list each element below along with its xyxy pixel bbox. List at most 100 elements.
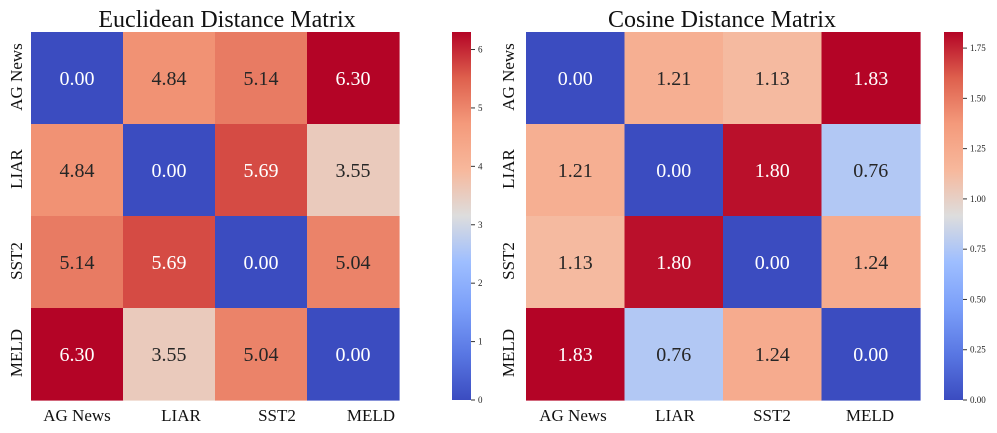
euclidean-heatmap-cell — [307, 124, 400, 217]
euclidean-heatmap-cell — [123, 124, 216, 217]
cosine-heatmap-cell — [723, 216, 823, 309]
euclidean-y-tick-label: SST2 — [7, 242, 26, 280]
euclidean-x-tick-labels: AG News LIAR SST2 MELD — [43, 406, 395, 425]
cosine-y-tick-label: SST2 — [499, 242, 518, 280]
euclidean-colorbar-tick-label: 2 — [478, 278, 483, 288]
cosine-cell-value-label: 0.00 — [853, 344, 888, 366]
euclidean-x-tick-label: SST2 — [258, 406, 296, 425]
cosine-cell-value-label: 1.24 — [755, 344, 790, 366]
cosine-colorbar-tick-label: 1.25 — [970, 144, 986, 154]
euclidean-cell-value-label: 3.55 — [152, 344, 187, 366]
euclidean-cell-value-label: 3.55 — [336, 160, 371, 182]
euclidean-heatmap-cell — [123, 308, 216, 401]
euclidean-heatmap-cell — [215, 124, 308, 217]
cosine-colorbar: 0.00 0.25 0.50 0.75 1.00 1.25 1.50 1.75 — [944, 32, 986, 405]
cosine-cell-value-label: 1.80 — [755, 160, 790, 182]
cosine-colorbar-tick-label: 1.00 — [970, 194, 986, 204]
cosine-heatmap-cells — [526, 32, 921, 401]
euclidean-cell-value-label: 0.00 — [336, 344, 371, 366]
cosine-heatmap-cell — [723, 308, 823, 401]
cosine-colorbar-tick-label: 0.25 — [970, 345, 986, 355]
cosine-heatmap-cell — [624, 308, 724, 401]
euclidean-colorbar-tick-label: 3 — [478, 220, 483, 230]
cosine-colorbar-tick-label: 0.50 — [970, 294, 986, 304]
euclidean-colorbar-ticks: 0 1 2 3 4 5 6 — [471, 45, 483, 405]
cosine-colorbar-ticks: 0.00 0.25 0.50 0.75 1.00 1.25 1.50 1.75 — [963, 43, 986, 405]
cosine-x-tick-label: AG News — [539, 406, 607, 425]
cosine-x-tick-label: SST2 — [753, 406, 791, 425]
cosine-x-tick-label: LIAR — [655, 406, 695, 425]
euclidean-cell-value-label: 5.69 — [152, 252, 187, 274]
cosine-colorbar-tick-label: 0.75 — [970, 244, 986, 254]
cosine-y-tick-label: LIAR — [499, 149, 518, 189]
cosine-x-tick-label: MELD — [846, 406, 894, 425]
euclidean-heatmap-cell — [31, 216, 124, 309]
cosine-cell-value-label: 1.13 — [558, 252, 593, 274]
euclidean-heatmap-cells — [31, 32, 400, 401]
euclidean-cell-value-label: 6.30 — [336, 68, 371, 90]
euclidean-cell-value-label: 0.00 — [152, 160, 187, 182]
cosine-cell-labels: 0.00 1.21 1.13 1.83 1.21 0.00 1.80 0.76 1.13 1.80… — [558, 68, 889, 366]
cosine-cell-value-label: 0.00 — [656, 160, 691, 182]
euclidean-cell-value-label: 5.14 — [244, 68, 279, 90]
euclidean-cell-value-label: 4.84 — [152, 68, 187, 90]
euclidean-heatmap-cell — [215, 216, 308, 309]
euclidean-colorbar-tick-label: 4 — [478, 161, 483, 171]
euclidean-colorbar-tick-label: 0 — [478, 395, 483, 405]
cosine-heatmap-cell — [526, 124, 626, 217]
cosine-heatmap-panel: Cosine Distance Matrix 0.00 1.21 1.13 1.83 1… — [499, 7, 986, 425]
euclidean-heatmap-cell — [31, 124, 124, 217]
cosine-heatmap-cell — [821, 32, 921, 125]
euclidean-chart-title: Euclidean Distance Matrix — [98, 7, 355, 33]
cosine-cell-value-label: 1.21 — [656, 68, 691, 90]
cosine-heatmap-cell — [821, 124, 921, 217]
cosine-heatmap-cell — [624, 32, 724, 125]
cosine-y-tick-label: AG News — [499, 43, 518, 111]
euclidean-x-tick-label: AG News — [43, 406, 111, 425]
cosine-cell-value-label: 1.24 — [853, 252, 888, 274]
euclidean-cell-value-label: 5.04 — [244, 344, 279, 366]
cosine-colorbar-tick-label: 0.00 — [970, 395, 986, 405]
euclidean-cell-value-label: 5.04 — [336, 252, 371, 274]
cosine-heatmap-cell — [624, 216, 724, 309]
cosine-x-tick-labels: AG News LIAR SST2 MELD — [539, 406, 894, 425]
euclidean-heatmap-cell — [123, 216, 216, 309]
cosine-cell-value-label: 0.76 — [853, 160, 888, 182]
euclidean-heatmap-cell — [123, 32, 216, 125]
cosine-cell-value-label: 0.76 — [656, 344, 691, 366]
cosine-y-tick-label: MELD — [499, 329, 518, 377]
euclidean-heatmap-cell — [307, 308, 400, 401]
euclidean-heatmap-cell — [31, 308, 124, 401]
euclidean-cell-value-label: 0.00 — [244, 252, 279, 274]
euclidean-y-tick-label: AG News — [7, 43, 26, 111]
euclidean-heatmap-cell — [215, 32, 308, 125]
euclidean-cell-value-label: 5.14 — [60, 252, 95, 274]
cosine-heatmap-cell — [723, 32, 823, 125]
euclidean-y-tick-labels: AG News LIAR SST2 MELD — [7, 43, 26, 377]
cosine-colorbar-tick-label: 1.75 — [970, 43, 986, 53]
euclidean-heatmap-cell — [31, 32, 124, 125]
cosine-cell-value-label: 1.83 — [558, 344, 593, 366]
euclidean-colorbar-gradient — [452, 32, 471, 400]
euclidean-heatmap-cell — [307, 32, 400, 125]
euclidean-colorbar-tick-label: 6 — [478, 45, 483, 55]
euclidean-colorbar: 0 1 2 3 4 5 6 — [452, 32, 483, 405]
euclidean-cell-value-label: 4.84 — [60, 160, 95, 182]
euclidean-heatmap-cell — [307, 216, 400, 309]
cosine-cell-value-label: 1.80 — [656, 252, 691, 274]
euclidean-colorbar-tick-label: 1 — [478, 337, 483, 347]
cosine-cell-value-label: 1.83 — [853, 68, 888, 90]
euclidean-x-tick-label: MELD — [347, 406, 395, 425]
cosine-cell-value-label: 0.00 — [558, 68, 593, 90]
cosine-chart-title: Cosine Distance Matrix — [608, 7, 836, 33]
cosine-colorbar-tick-label: 1.50 — [970, 93, 986, 103]
euclidean-colorbar-tick-label: 5 — [478, 103, 483, 113]
cosine-cell-value-label: 1.13 — [755, 68, 790, 90]
cosine-colorbar-gradient — [944, 32, 963, 400]
cosine-y-tick-labels: AG News LIAR SST2 MELD — [499, 43, 518, 377]
euclidean-cell-value-label: 6.30 — [60, 344, 95, 366]
cosine-heatmap-cell — [526, 216, 626, 309]
euclidean-x-tick-label: LIAR — [161, 406, 201, 425]
cosine-heatmap-cell — [624, 124, 724, 217]
